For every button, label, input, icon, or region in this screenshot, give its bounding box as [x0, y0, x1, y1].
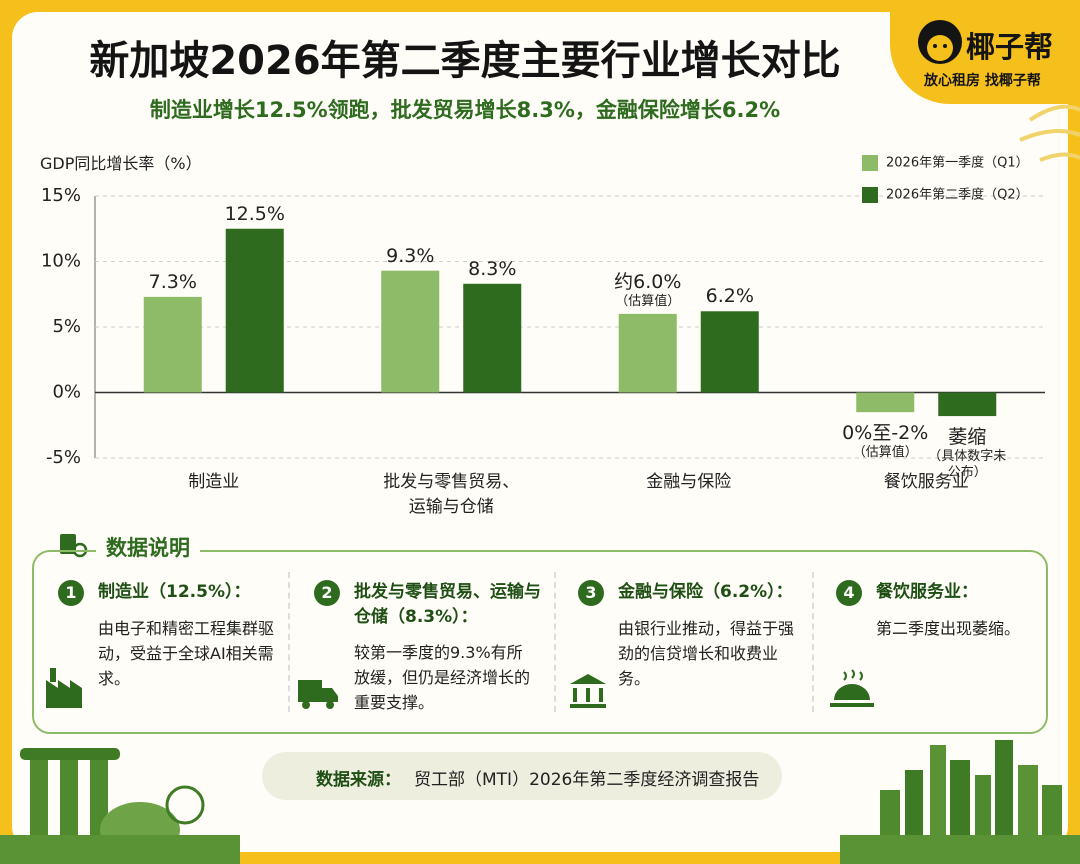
note-number: 4	[836, 580, 862, 606]
bar	[463, 283, 522, 393]
value-label: 9.3%	[386, 244, 435, 267]
value-label: 6.2%	[705, 285, 754, 308]
note-text: 由银行业推动，得益于强劲的信贷增长和收费业务。	[618, 619, 795, 688]
note-item: 3 金融与保险（6.2%）： 由银行业推动，得益于强劲的信贷增长和收费业务。	[578, 572, 828, 722]
x-tick-label: 制造业	[188, 472, 240, 492]
x-tick-label: 金融与保险	[646, 472, 732, 492]
bar	[700, 311, 759, 393]
value-label: 萎缩	[948, 426, 987, 449]
value-label-group: 约6.0% （估算值）	[606, 267, 690, 310]
value-label: 7.3%	[148, 270, 197, 293]
y-tick-label: 15%	[41, 185, 81, 206]
notes-box	[32, 550, 1048, 734]
y-tick-label: -5%	[46, 447, 81, 468]
value-label-group: 7.3%	[149, 271, 197, 293]
note-text: 第二季度出现萎缩。	[876, 619, 1021, 638]
bar	[225, 228, 284, 393]
notes-title: 数据说明	[96, 532, 200, 562]
legend-label: 2026年第二季度（Q2）	[886, 187, 1029, 203]
value-label-group: 0%至-2% （估算值）	[842, 418, 928, 461]
bar	[381, 270, 440, 393]
brand-slogan: 放心租房 找椰子帮	[924, 73, 1041, 89]
value-label-group: 萎缩 （具体数字未公布）	[925, 422, 1009, 480]
x-tick-label: 餐饮服务业	[883, 472, 969, 492]
note-item: 2 批发与零售贸易、运输与仓储（8.3%）： 较第一季度的9.3%有所放缓，但仍是经…	[314, 572, 564, 722]
source-box	[262, 752, 782, 800]
y-axis-label: GDP同比增长率（%）	[40, 154, 202, 173]
separator	[812, 572, 814, 712]
bar	[143, 296, 202, 393]
bar	[618, 313, 677, 393]
separator	[288, 572, 290, 712]
y-tick-label: 5%	[52, 316, 81, 337]
legend-label: 2026年第一季度（Q1）	[886, 155, 1029, 171]
separator	[554, 572, 556, 712]
note-text: 由电子和精密工程集群驱动，受益于全球AI相关需求。	[98, 619, 275, 688]
note-text: 较第一季度的9.3%有所放缓，但仍是经济增长的重要支撑。	[354, 643, 531, 712]
bar	[856, 392, 915, 413]
value-label-group: 9.3%	[386, 245, 434, 267]
value-label-group: 12.5%	[225, 203, 285, 225]
note-item: 1 制造业（12.5%）： 由电子和精密工程集群驱动，受益于全球AI相关需求。	[58, 572, 308, 722]
note-number: 1	[58, 580, 84, 606]
source-label: 数据来源：	[316, 770, 401, 790]
chart-subtitle: 制造业增长12.5%领跑，批发贸易增长8.3%，金融保险增长6.2%	[149, 98, 781, 122]
source-text: 贸工部（MTI）2026年第二季度经济调查报告	[414, 770, 760, 790]
value-note: （估算值）	[615, 294, 681, 310]
brand-name: 椰子帮	[966, 30, 1054, 64]
note-title: 餐饮服务业：	[876, 582, 978, 602]
note-number: 3	[578, 580, 604, 606]
x-tick-label: 批发与零售贸易、运输与仓储	[383, 472, 520, 517]
panel	[12, 12, 1068, 852]
note-number: 2	[314, 580, 340, 606]
y-tick-label: 10%	[41, 251, 81, 272]
y-tick-label: 0%	[52, 382, 81, 403]
legend-swatch	[862, 187, 878, 203]
note-title: 金融与保险（6.2%）：	[618, 582, 793, 602]
legend-swatch	[862, 155, 878, 171]
value-label: 约6.0%	[614, 271, 682, 294]
value-note: （具体数字未公布）	[928, 449, 1007, 480]
value-label: 8.3%	[468, 257, 517, 280]
value-label: 12.5%	[224, 202, 285, 225]
value-label-group: 8.3%	[468, 258, 516, 280]
value-label: 0%至-2%	[842, 422, 929, 445]
note-item: 4 餐饮服务业： 第二季度出现萎缩。	[836, 572, 1080, 722]
bar	[938, 392, 997, 417]
note-title: 批发与零售贸易、运输与仓储（8.3%）：	[354, 582, 541, 627]
value-label-group: 6.2%	[706, 285, 754, 307]
note-title: 制造业（12.5%）：	[98, 582, 251, 602]
value-note: （估算值）	[852, 445, 918, 461]
chart-title: 新加坡2026年第二季度主要行业增长对比	[89, 38, 841, 84]
